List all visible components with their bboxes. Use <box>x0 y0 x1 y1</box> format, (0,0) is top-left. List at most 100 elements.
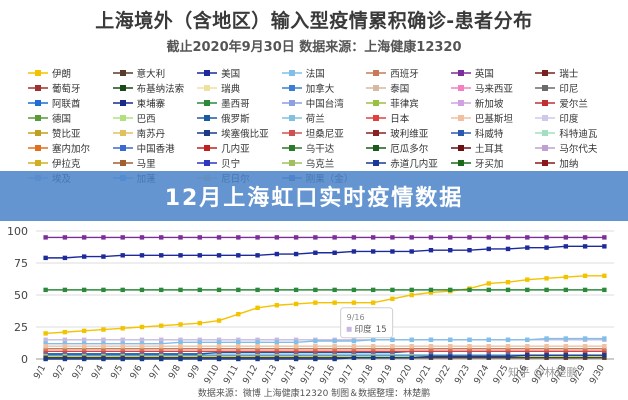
legend-item[interactable]: 印度 <box>535 111 618 125</box>
data-point <box>236 344 241 349</box>
legend-item[interactable]: 厄瓜多尔 <box>366 141 449 155</box>
legend-item[interactable]: 印尼 <box>535 81 618 95</box>
legend-item[interactable]: 瑞典 <box>197 81 280 95</box>
data-point <box>390 249 395 254</box>
data-point <box>197 344 202 349</box>
legend-item[interactable]: 巴西 <box>112 111 196 125</box>
legend-item[interactable]: 几内亚 <box>197 141 280 155</box>
legend-item[interactable]: 中国台湾 <box>281 96 365 110</box>
data-point <box>602 346 607 351</box>
data-point <box>525 344 530 349</box>
legend-marker <box>197 115 218 121</box>
legend-item[interactable]: 土耳其 <box>450 141 534 155</box>
legend-item[interactable]: 日本 <box>366 111 449 125</box>
legend-item[interactable]: 新加坡 <box>450 96 534 110</box>
legend-item[interactable]: 中国香港 <box>112 141 196 155</box>
data-point <box>274 346 280 351</box>
data-point <box>62 349 68 354</box>
legend-label: 南苏丹 <box>136 129 166 140</box>
legend-item[interactable]: 俄罗斯 <box>197 111 280 125</box>
legend-label: 德国 <box>52 114 72 125</box>
data-point <box>120 356 125 362</box>
data-point <box>563 344 569 349</box>
data-point <box>486 287 491 293</box>
banner-text: 12月上海虹口实时疫情数据 <box>164 186 464 211</box>
data-point <box>525 355 530 360</box>
legend-marker <box>112 100 133 106</box>
legend-item[interactable]: 墨西哥 <box>197 96 280 110</box>
legend-item[interactable]: 布基纳法索 <box>112 81 196 95</box>
data-point <box>602 344 607 349</box>
x-tick-label: 9/12 <box>241 364 260 387</box>
legend-item[interactable]: 德国 <box>28 111 111 125</box>
legend-item[interactable]: 伊拉克 <box>28 156 111 170</box>
legend-item[interactable]: 美国 <box>197 66 280 80</box>
legend-label: 印度 <box>559 114 579 125</box>
legend-item[interactable]: 泰国 <box>366 81 449 95</box>
data-point <box>255 340 260 345</box>
data-point <box>120 253 125 258</box>
data-point <box>313 250 318 255</box>
legend-item[interactable]: 牙买加 <box>450 156 534 170</box>
legend-item[interactable]: 南苏丹 <box>112 126 196 140</box>
legend-item[interactable]: 加纳 <box>535 156 618 170</box>
data-point <box>236 346 241 351</box>
data-point <box>351 249 357 254</box>
data-point <box>390 346 395 351</box>
legend-item[interactable]: 埃塞俄比亚 <box>197 126 280 140</box>
legend-item[interactable]: 瑞士 <box>535 66 618 80</box>
x-tick-label: 9/2 <box>52 364 68 382</box>
legend-item[interactable]: 英国 <box>450 66 534 80</box>
legend-item[interactable]: 阿联酋 <box>28 96 111 110</box>
legend-item[interactable]: 科特迪瓦 <box>535 126 618 140</box>
legend-item[interactable]: 贝宁 <box>197 156 280 170</box>
data-point <box>486 344 491 349</box>
data-point <box>370 337 376 342</box>
data-point <box>197 340 202 345</box>
legend-item[interactable]: 伊朗 <box>28 66 111 80</box>
y-tick-label: 100 <box>7 225 28 238</box>
data-point <box>216 337 222 342</box>
legend-item[interactable]: 柬埔寨 <box>112 96 196 110</box>
legend-item[interactable]: 科威特 <box>450 126 534 140</box>
data-point <box>62 337 68 342</box>
legend-item[interactable]: 赞比亚 <box>28 126 111 140</box>
data-point <box>563 274 569 280</box>
legend-item[interactable]: 荷兰 <box>281 111 365 125</box>
legend-item[interactable]: 马尔代夫 <box>535 141 618 155</box>
legend-label: 科威特 <box>474 129 504 140</box>
data-point <box>467 287 472 293</box>
legend-label: 中国香港 <box>136 144 175 155</box>
legend-item[interactable]: 法国 <box>281 66 365 80</box>
data-point <box>390 344 395 349</box>
legend-item[interactable]: 意大利 <box>112 66 196 80</box>
data-point <box>81 349 87 354</box>
legend-item[interactable]: 乌干达 <box>281 141 365 155</box>
legend-item[interactable]: 葡萄牙 <box>28 81 111 95</box>
legend-label: 爱尔兰 <box>559 99 588 110</box>
legend-item[interactable]: 爱尔兰 <box>535 96 618 110</box>
legend-item[interactable]: 坦桑尼亚 <box>281 126 365 140</box>
legend-item[interactable]: 加拿大 <box>281 81 365 95</box>
data-point <box>505 346 511 351</box>
data-point <box>582 352 588 358</box>
data-point <box>505 280 511 285</box>
legend-item[interactable]: 菲律宾 <box>366 96 449 110</box>
legend-item[interactable]: 塞内加尔 <box>28 141 111 155</box>
legend-marker <box>281 115 302 121</box>
data-point <box>525 287 530 293</box>
legend-item[interactable]: 玻利维亚 <box>366 126 449 140</box>
data-point <box>81 344 87 349</box>
x-tick-label: 9/7 <box>148 364 164 382</box>
legend-item[interactable]: 赤道几内亚 <box>366 156 449 170</box>
legend-item[interactable]: 乌克兰 <box>281 156 365 170</box>
legend-item[interactable]: 马里 <box>112 156 196 170</box>
legend-item[interactable]: 马来西亚 <box>450 81 534 95</box>
legend-item[interactable]: 西班牙 <box>366 66 449 80</box>
data-point <box>216 344 222 349</box>
y-tick-label: 50 <box>14 289 28 302</box>
legend-item[interactable]: 巴基斯坦 <box>450 111 534 125</box>
data-point <box>178 337 183 342</box>
data-point <box>332 300 337 305</box>
x-tick-label: 9/30 <box>588 363 607 386</box>
